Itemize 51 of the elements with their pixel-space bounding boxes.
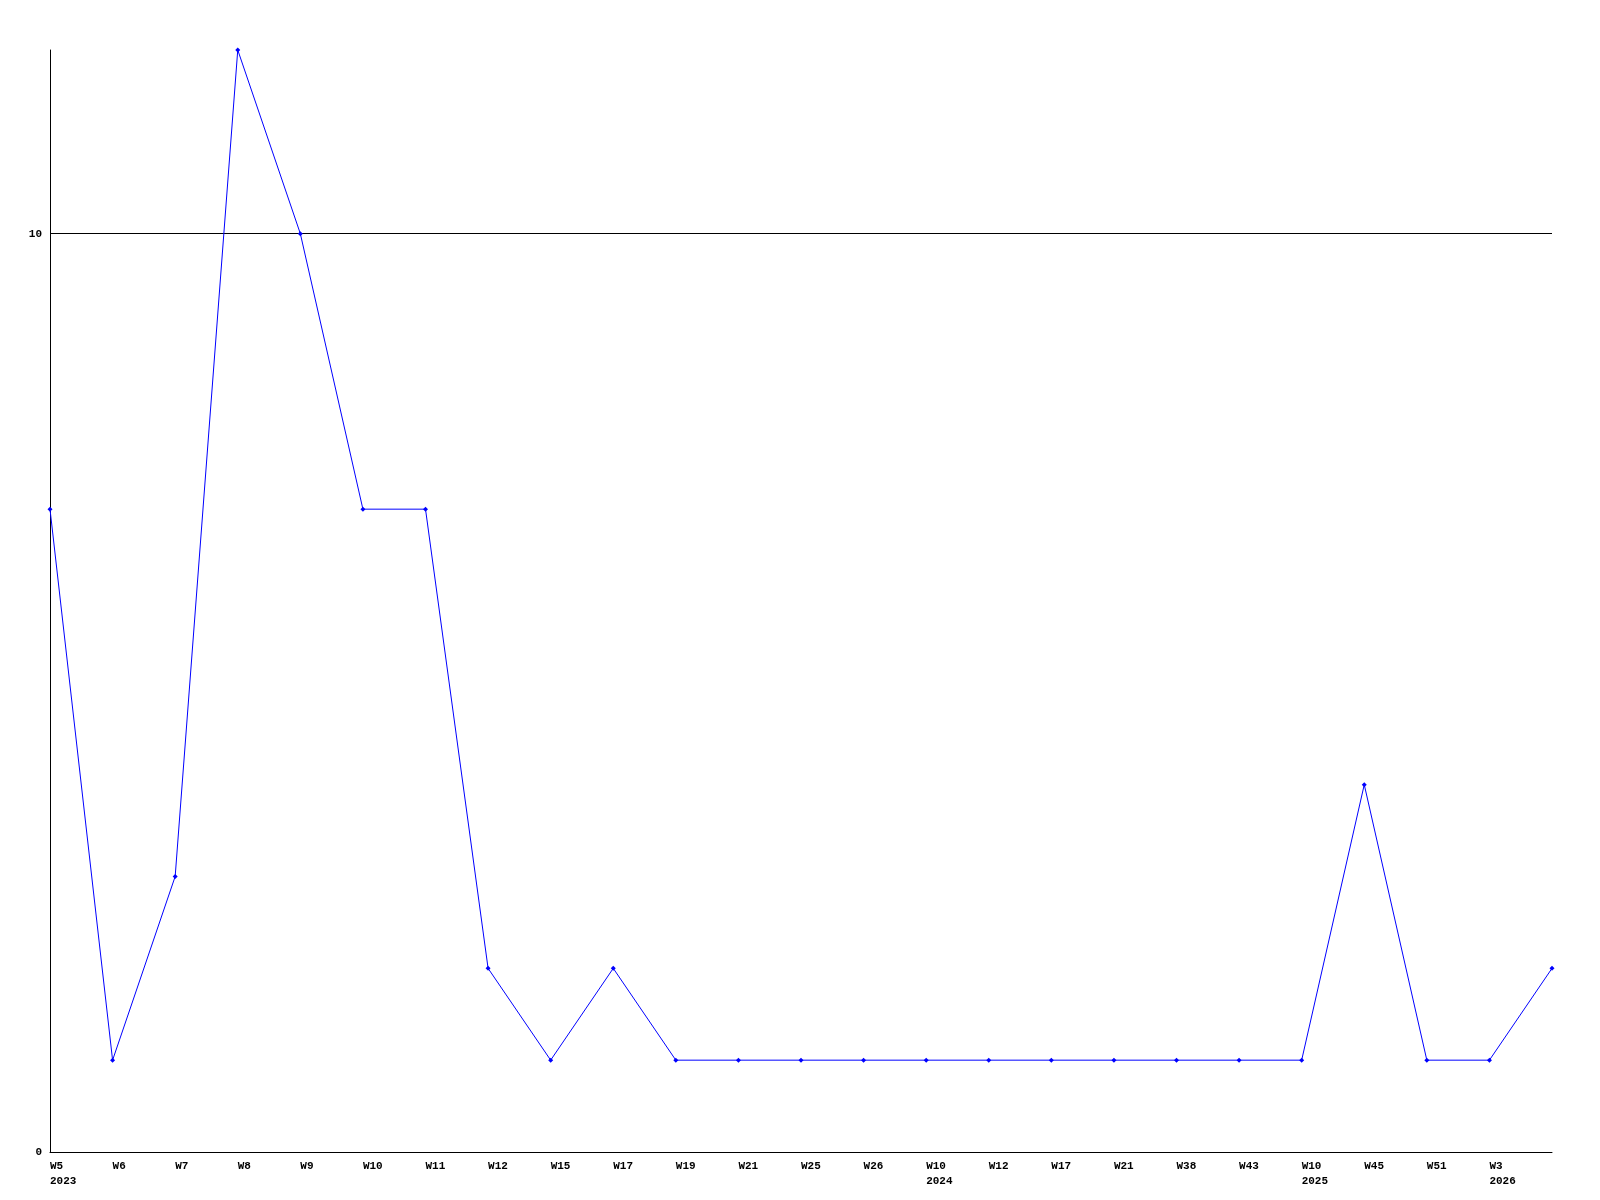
x-tick-label: W21	[738, 1159, 759, 1172]
point	[47, 506, 53, 512]
point	[1486, 1057, 1492, 1063]
y-tick-label: 10	[28, 227, 42, 240]
x-tick-label: W9	[300, 1159, 314, 1172]
point	[423, 506, 428, 512]
point	[1424, 1057, 1430, 1063]
x-tick-label: W45	[1364, 1159, 1385, 1172]
y-tick-label: 0	[35, 1146, 42, 1158]
point	[861, 1057, 867, 1063]
point	[1111, 1057, 1117, 1063]
x-tick-label: W5 2023	[50, 1159, 77, 1187]
point	[485, 965, 491, 971]
point	[172, 874, 178, 879]
point	[360, 506, 366, 512]
x-tick-label: W25	[801, 1159, 822, 1172]
x-tick-label: W12	[988, 1159, 1009, 1172]
x-tick-label: W10	[362, 1159, 383, 1172]
x-tick-label: W10 2024	[926, 1159, 953, 1187]
x-tick-label: W26	[863, 1159, 884, 1172]
x-tick-label: W43	[1239, 1159, 1260, 1172]
point	[1299, 1057, 1305, 1063]
x-tick-label: W21	[1113, 1159, 1135, 1172]
x-tick-label: W10 2025	[1301, 1159, 1329, 1187]
point	[610, 965, 616, 971]
point	[735, 1057, 741, 1063]
point	[923, 1057, 929, 1063]
point	[798, 1057, 804, 1063]
point	[673, 1057, 679, 1063]
point	[548, 1057, 554, 1063]
point	[986, 1057, 992, 1063]
point	[297, 231, 303, 237]
x-tick-label: W6	[112, 1159, 126, 1172]
x-tick-label: W7	[175, 1159, 189, 1172]
point	[1236, 1057, 1242, 1063]
x-tick-label: W8	[237, 1159, 252, 1172]
x-tick-label: W51	[1426, 1159, 1448, 1172]
point	[110, 1057, 116, 1063]
point	[1048, 1057, 1054, 1063]
point	[1549, 965, 1555, 971]
point	[235, 47, 241, 53]
x-tick-label: W3 2026	[1489, 1159, 1516, 1187]
x-tick-label: W12	[488, 1159, 508, 1172]
point	[1361, 782, 1367, 788]
x-tick-label: W17	[1051, 1159, 1072, 1172]
x-tick-label: W19	[675, 1159, 696, 1172]
x-tick-label: W11	[425, 1159, 446, 1172]
point	[1174, 1057, 1179, 1063]
x-tick-label: W17	[613, 1159, 634, 1172]
x-tick-label: W38	[1176, 1159, 1197, 1172]
x-tick-label: W15	[550, 1159, 571, 1172]
